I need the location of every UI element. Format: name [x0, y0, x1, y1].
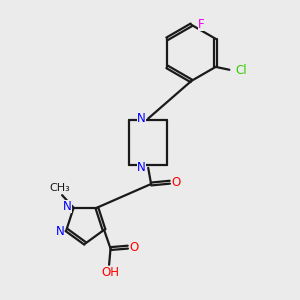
Text: O: O: [172, 176, 181, 189]
Text: OH: OH: [101, 266, 119, 279]
Text: N: N: [56, 225, 64, 238]
Text: CH₃: CH₃: [50, 183, 70, 193]
Text: O: O: [130, 241, 139, 254]
Text: N: N: [63, 200, 71, 213]
Text: N: N: [137, 160, 146, 174]
Text: F: F: [198, 18, 205, 31]
Text: Cl: Cl: [235, 64, 247, 77]
Text: N: N: [137, 112, 146, 125]
